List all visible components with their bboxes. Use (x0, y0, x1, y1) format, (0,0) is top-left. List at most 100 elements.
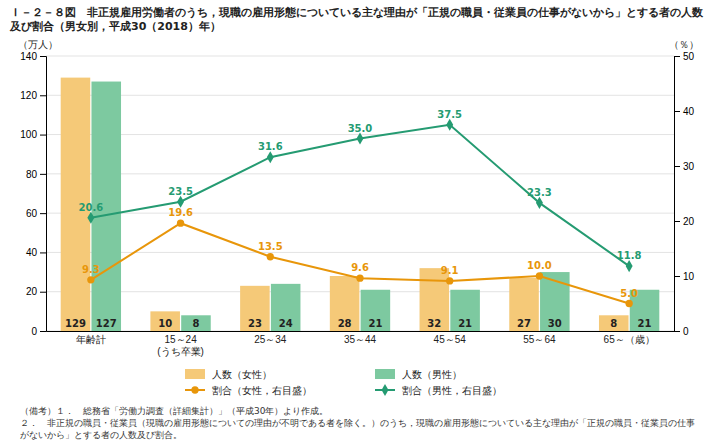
tick-label: 0 (31, 326, 37, 337)
bar (181, 315, 211, 331)
tick: 40 (674, 106, 695, 117)
bar (271, 284, 301, 331)
marker (626, 260, 633, 272)
bar-label: 127 (96, 318, 117, 329)
tick: 25～34 (254, 331, 287, 345)
legend: 人数（女性） 人数（男性） 割合（女性，右目盛） 割合（男性，右目盛） (185, 369, 502, 397)
tick-label: 80 (26, 169, 38, 180)
bar-series (91, 82, 659, 331)
data-labels: 12910232832278127824212130219.319.613.59… (65, 109, 652, 329)
tick-label: 25～34 (254, 334, 287, 345)
tick-mark (40, 95, 46, 96)
tick: 140 (20, 51, 46, 62)
tick: 55～64 (523, 331, 556, 345)
tick-label: 15～24(うち卒業) (157, 334, 204, 357)
tick-label: 20 (26, 286, 38, 297)
tick: 65～（歳） (604, 331, 655, 345)
bar (450, 290, 480, 331)
grid (46, 56, 674, 331)
line (91, 223, 629, 303)
tick-mark (40, 174, 46, 175)
marker (625, 300, 632, 307)
tick-label: 50 (683, 51, 695, 62)
line-label: 13.5 (258, 241, 283, 252)
tick-label: 年齢計 (76, 334, 106, 345)
bar-label: 21 (638, 318, 652, 329)
bar (240, 286, 270, 331)
grid-line (46, 56, 674, 57)
text-line: (うち卒業) (157, 346, 204, 357)
text-line: 年齢計 (76, 334, 106, 345)
bar-series (61, 78, 629, 331)
text-line: 25～34 (254, 334, 287, 345)
x-axis: 年齢計 15～24(うち卒業) 25～34 35～44 45～54 55～64 65～（歳） (47, 331, 675, 357)
marker (536, 197, 543, 209)
text-line: 35～44 (344, 334, 377, 345)
tick-mark (674, 111, 680, 112)
marker (536, 272, 543, 279)
legend-marker (191, 386, 198, 393)
tick-label: 120 (20, 90, 37, 101)
grid-line (46, 331, 674, 332)
bar-label: 28 (338, 318, 352, 329)
bar-label: 24 (279, 318, 293, 329)
bar (420, 268, 450, 331)
line-label: 37.5 (437, 109, 462, 120)
y2-axis: 0 10 20 30 40 50 (674, 51, 695, 337)
tick: 20 (674, 216, 695, 227)
legend-label: 人数（女性） (212, 369, 272, 380)
grid-line (46, 213, 674, 214)
tick: 60 (26, 208, 46, 219)
legend-swatch (375, 369, 395, 379)
tick-label: 30 (683, 161, 695, 172)
marker (357, 132, 364, 144)
text-line: 65～（歳） (604, 334, 655, 345)
tick-label: 55～64 (523, 334, 556, 345)
text-line: （備考）１． 総務省「労働力調査（詳細集計）」（平成30年）より作成。 (20, 406, 328, 416)
grid-line (46, 291, 674, 292)
bar-label: 8 (610, 318, 617, 329)
text-line: ２． 非正規の職員・従業員（現職の雇用形態についての理由が不明である者を除く。）… (20, 418, 695, 428)
tick-label: 40 (683, 106, 695, 117)
grid-line (46, 173, 674, 174)
tick-label: 10 (683, 271, 695, 282)
tick: 0 (31, 326, 46, 337)
bar (361, 290, 391, 331)
bar-label: 32 (427, 318, 441, 329)
tick: 100 (20, 129, 46, 140)
bar-label: 129 (65, 318, 86, 329)
tick: 15～24(うち卒業) (157, 331, 204, 357)
legend-label: 人数（男性） (402, 369, 462, 380)
bar-label: 8 (192, 318, 199, 329)
text-line: 55～64 (523, 334, 556, 345)
tick-mark (40, 331, 46, 332)
bar-label: 10 (158, 318, 172, 329)
text-line: がないから」とする者の人数及び割合。 (20, 430, 182, 440)
text-line: 45～54 (434, 334, 467, 345)
legend-item: 割合（男性，右目盛） (375, 384, 502, 396)
bar (330, 276, 360, 331)
marker (446, 277, 453, 284)
tick-mark (40, 252, 46, 253)
line-label: 35.0 (348, 123, 373, 134)
text-line: 及び割合（男女別，平成30（2018）年） (9, 20, 221, 33)
line-label: 9.3 (82, 264, 100, 275)
tick: 10 (674, 271, 695, 282)
legend-swatch (185, 369, 205, 379)
axis-line (675, 57, 681, 332)
legend-item: 割合（女性，右目盛） (185, 385, 312, 396)
text-line: Ｉ－２－８図 非正規雇用労働者のうち，現職の雇用形態についている主な理由が「正規… (10, 6, 704, 19)
tick-label: 20 (683, 216, 695, 227)
tick: 120 (20, 90, 46, 101)
tick-mark (40, 135, 46, 136)
bar-label: 27 (517, 318, 531, 329)
marker (267, 253, 274, 260)
bar (599, 315, 629, 331)
y-axis: 020406080100120140 (20, 51, 46, 337)
tick: 20 (26, 286, 46, 297)
line-label: 20.6 (79, 202, 104, 213)
bar-label: 30 (548, 318, 562, 329)
y2-axis-title: （％） (669, 39, 699, 50)
tick: 0 (674, 326, 689, 337)
tick-label: 0 (683, 326, 689, 337)
